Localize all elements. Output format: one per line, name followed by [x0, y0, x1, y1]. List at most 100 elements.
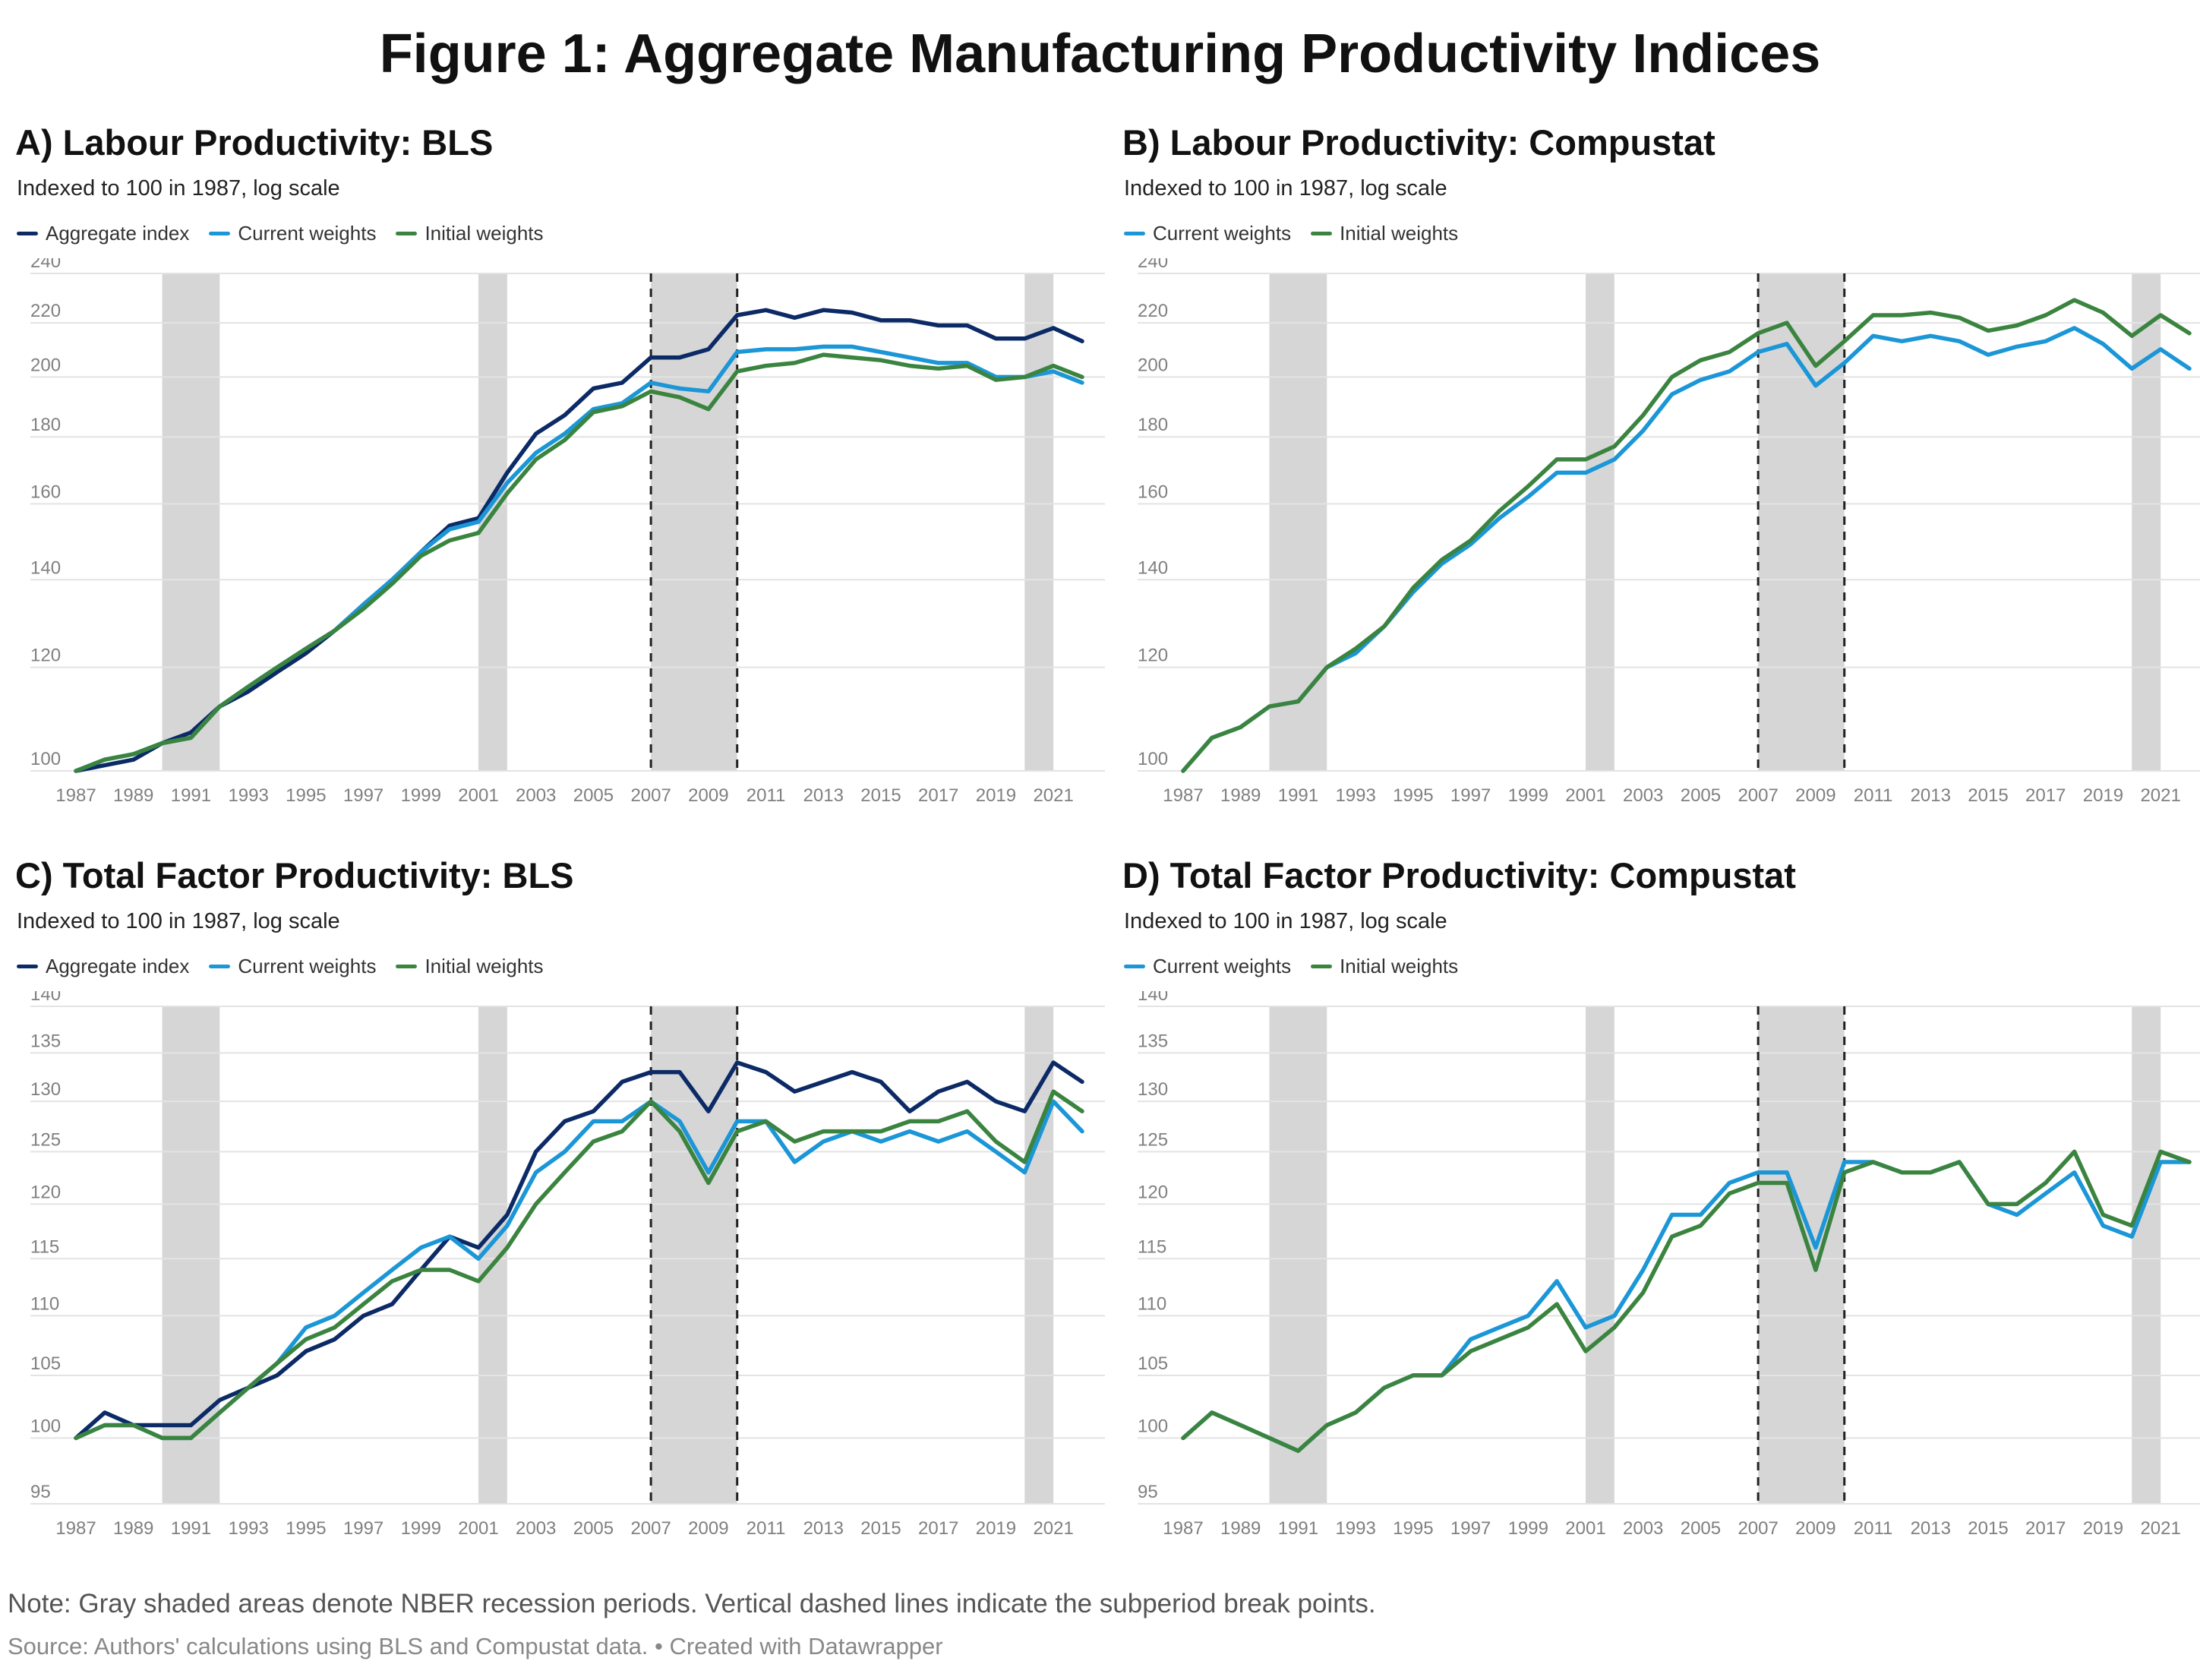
recession-band: [2132, 1006, 2161, 1504]
x-tick-label: 2013: [803, 785, 844, 806]
x-tick-label: 2001: [1565, 785, 1605, 806]
legend-swatch: [17, 965, 38, 968]
x-tick-label: 1999: [401, 1518, 441, 1539]
legend-swatch: [209, 965, 231, 968]
x-tick-label: 2015: [1968, 785, 2008, 806]
y-tick-label: 100: [30, 749, 61, 769]
x-tick-label: 1997: [343, 785, 384, 806]
legend-item: Initial weights: [1311, 955, 1458, 978]
y-tick-label: 160: [30, 482, 61, 502]
y-tick-label: 100: [1138, 749, 1168, 769]
y-tick-label: 110: [30, 1293, 59, 1314]
legend-swatch: [1124, 965, 1145, 968]
recession-band: [1269, 1006, 1327, 1504]
line-chart: 95 100 105 110 115 120 125 130 135 140 1987 1989 199…: [30, 991, 1105, 1539]
y-tick-label: 140: [1138, 991, 1168, 1005]
series-line: [1181, 326, 2192, 773]
legend-item: Current weights: [1124, 955, 1291, 978]
x-tick-label: 2003: [1623, 1518, 1663, 1539]
legend-label: Initial weights: [425, 222, 544, 245]
x-tick-label: 2013: [1911, 785, 1951, 806]
y-tick-label: 240: [1138, 258, 1168, 272]
x-tick-label: 1999: [1508, 1518, 1548, 1539]
x-tick-label: 1993: [228, 1518, 268, 1539]
x-tick-label: 2011: [1854, 785, 1893, 806]
x-tick-label: 2017: [2025, 785, 2066, 806]
recession-band: [478, 273, 507, 771]
x-tick-label: 1989: [113, 1518, 153, 1539]
y-tick-label: 130: [30, 1079, 61, 1100]
y-tick-label: 120: [1138, 646, 1168, 666]
x-tick-label: 2005: [1681, 1518, 1721, 1539]
y-tick-label: 180: [30, 415, 61, 435]
y-tick-label: 180: [1138, 415, 1168, 435]
x-tick-label: 2003: [1623, 785, 1663, 806]
recession-band: [1758, 1006, 1845, 1504]
y-tick-label: 120: [30, 1182, 61, 1202]
x-tick-label: 2009: [688, 1518, 728, 1539]
x-tick-label: 1997: [343, 1518, 384, 1539]
recession-band: [2132, 273, 2161, 771]
panel-title: A) Labour Productivity: BLS: [15, 122, 494, 163]
legend-label: Current weights: [1153, 955, 1292, 977]
legend-swatch: [209, 232, 231, 235]
legend-item: Initial weights: [396, 955, 544, 978]
x-tick-label: 1993: [228, 785, 268, 806]
y-tick-label: 105: [1138, 1353, 1168, 1374]
x-tick-label: 2001: [458, 1518, 498, 1539]
series-line: [1181, 1160, 2192, 1454]
x-tick-label: 2021: [1033, 1518, 1073, 1539]
recession-band: [1758, 273, 1845, 771]
recession-band: [1586, 1006, 1614, 1504]
x-tick-label: 2009: [1795, 785, 1835, 806]
y-tick-label: 135: [1138, 1031, 1168, 1051]
recession-band: [1269, 273, 1327, 771]
y-tick-label: 200: [30, 355, 61, 375]
footer-source: Source: Authors' calculations using BLS …: [8, 1633, 943, 1659]
x-tick-label: 2021: [2140, 785, 2180, 806]
legend-item: Current weights: [209, 955, 376, 978]
legend-swatch: [1311, 232, 1333, 235]
y-tick-label: 120: [30, 646, 61, 666]
legend-swatch: [1311, 965, 1333, 968]
y-tick-label: 135: [30, 1031, 61, 1051]
panel-b: B) Labour Productivity: Compustat Indexe…: [1122, 122, 2200, 851]
legend-item: Aggregate index: [17, 955, 189, 978]
x-tick-label: 1991: [1278, 785, 1318, 806]
x-tick-label: 1995: [1393, 785, 1433, 806]
x-tick-label: 2009: [688, 785, 728, 806]
x-tick-label: 1995: [1393, 1518, 1433, 1539]
legend-label: Initial weights: [1340, 955, 1459, 977]
x-tick-label: 2005: [573, 785, 614, 806]
legend-label: Current weights: [238, 222, 377, 245]
y-tick-label: 120: [1138, 1182, 1168, 1202]
panel-subtitle: Indexed to 100 in 1987, log scale: [1124, 176, 1447, 201]
x-tick-label: 2011: [746, 785, 786, 806]
x-tick-label: 2011: [1854, 1518, 1893, 1539]
recession-band: [651, 273, 737, 771]
y-tick-label: 220: [1138, 301, 1168, 321]
recession-band: [1586, 273, 1614, 771]
y-tick-label: 140: [30, 991, 61, 1005]
y-tick-label: 140: [1138, 557, 1168, 578]
x-tick-label: 2001: [1565, 1518, 1605, 1539]
x-tick-label: 1999: [1508, 785, 1548, 806]
legend-label: Initial weights: [425, 955, 544, 977]
series-line: [1181, 298, 2192, 773]
footer-note: Note: Gray shaded areas denote NBER rece…: [8, 1589, 1376, 1618]
x-tick-label: 2007: [1738, 1518, 1778, 1539]
x-tick-label: 2009: [1795, 1518, 1835, 1539]
series-line: [74, 308, 1084, 773]
x-tick-label: 2007: [630, 785, 671, 806]
recession-band: [162, 273, 220, 771]
x-tick-label: 1997: [1450, 785, 1491, 806]
legend-label: Aggregate index: [46, 222, 190, 245]
panel-title: D) Total Factor Productivity: Compustat: [1122, 855, 1796, 895]
x-tick-label: 2015: [860, 785, 901, 806]
y-tick-label: 125: [1138, 1129, 1168, 1150]
x-tick-label: 1993: [1335, 785, 1375, 806]
x-tick-label: 2003: [516, 1518, 556, 1539]
x-tick-label: 1987: [55, 785, 96, 806]
series-line: [1181, 1149, 2192, 1454]
legend-label: Aggregate index: [46, 955, 190, 977]
